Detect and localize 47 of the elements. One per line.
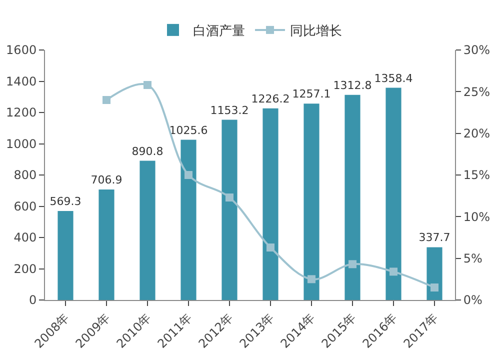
point	[308, 275, 316, 284]
bar	[304, 104, 320, 300]
bar	[386, 88, 402, 300]
y-tick-label: 200	[14, 262, 37, 276]
y2-tick-label: 30%	[463, 43, 490, 58]
legend-label: 同比增长	[290, 24, 342, 40]
point	[430, 284, 438, 292]
y2-tick-label: 20%	[463, 126, 490, 141]
point	[348, 260, 356, 268]
data-label: 706.9	[90, 174, 122, 187]
point	[226, 194, 234, 202]
bar	[180, 140, 196, 300]
y2-tick-label: 10%	[463, 210, 490, 224]
y-tick-label: 1600	[6, 43, 37, 58]
data-label: 1358.4	[374, 72, 413, 85]
y2-tick-label: 5%	[463, 252, 482, 266]
y-tick-label: 0	[28, 293, 37, 308]
y-tick-label: 600	[14, 199, 37, 214]
bar	[344, 94, 360, 300]
bar	[98, 190, 114, 300]
y2-tick-label: 0%	[463, 293, 482, 308]
bar	[222, 120, 238, 300]
data-label: 337.7	[418, 231, 450, 244]
y-tick-label: 400	[14, 230, 37, 245]
data-label: 1025.6	[169, 124, 208, 137]
y2-tick-label: 25%	[463, 84, 490, 99]
data-label: 890.8	[132, 144, 164, 158]
y-tick-label: 1000	[6, 136, 37, 151]
legend-label: 白酒产量	[193, 24, 245, 40]
data-label: 1153.2	[210, 104, 249, 117]
point	[144, 81, 152, 89]
point	[184, 171, 192, 179]
data-label: 569.3	[50, 195, 82, 208]
point	[390, 268, 398, 276]
y2-tick-label: 15%	[463, 168, 490, 182]
bar	[140, 160, 156, 300]
data-label: 1312.8	[333, 78, 372, 92]
y-tick-label: 1200	[6, 106, 37, 120]
bar	[426, 247, 442, 300]
point	[266, 244, 274, 252]
point	[102, 96, 110, 104]
bar	[262, 108, 278, 300]
y-tick-label: 800	[14, 168, 37, 182]
data-label: 1257.1	[292, 88, 331, 101]
bar	[58, 211, 74, 300]
data-label: 1226.2	[251, 92, 290, 106]
y-tick-label: 1400	[6, 74, 37, 88]
